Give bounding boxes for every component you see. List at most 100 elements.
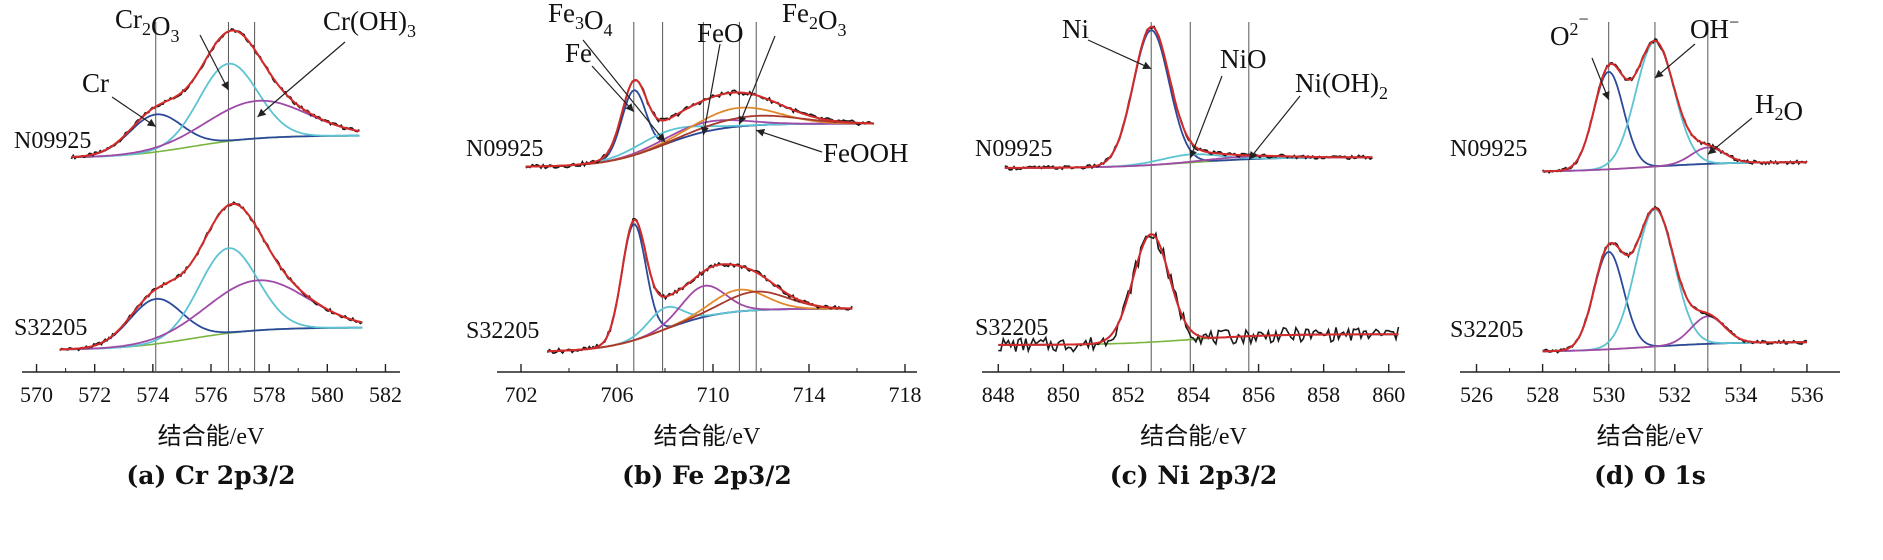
component-peak-Fe2O3 <box>547 288 853 353</box>
annotation-arrowhead <box>221 81 229 91</box>
fitted-envelope <box>71 29 360 158</box>
panel-caption: (d) O 1s <box>1594 461 1706 490</box>
peak-label: Ni <box>1062 14 1089 44</box>
peak-label: FeO <box>697 18 744 48</box>
x-tick-label: 858 <box>1307 382 1340 407</box>
component-peak-Ni <box>998 233 1399 346</box>
x-tick-label: 702 <box>505 382 538 407</box>
annotation-arrowhead <box>1189 149 1197 159</box>
annotation-arrow <box>1248 95 1301 161</box>
panel-4: 526 528 530 532 534 536 结合能/eV (d) O 1s N09925 S3… <box>1450 9 1840 490</box>
annotation-arrowhead <box>1142 61 1152 70</box>
peak-label: Ni(OH)2 <box>1295 68 1388 103</box>
annotation-arrow <box>199 34 229 91</box>
x-tick-label: 536 <box>1790 382 1823 407</box>
x-tick-label: 718 <box>889 382 922 407</box>
peak-label: Cr <box>82 68 109 98</box>
background-line <box>525 122 874 168</box>
x-tick-label: 532 <box>1658 382 1691 407</box>
x-tick-label: 530 <box>1592 382 1625 407</box>
x-axis-label: 结合能/eV <box>158 423 265 450</box>
component-peak-Ni <box>1004 29 1373 169</box>
x-tick-label: 856 <box>1242 382 1275 407</box>
annotation-arrow <box>1707 117 1753 155</box>
annotation-arrowhead <box>1707 146 1717 155</box>
component-peak-Fe3O4 <box>525 122 874 168</box>
x-tick-label: 854 <box>1177 382 1210 407</box>
x-tick-label: 850 <box>1047 382 1080 407</box>
x-tick-label: 710 <box>697 382 730 407</box>
x-tick-label: 526 <box>1460 382 1493 407</box>
x-tick-label: 572 <box>78 382 111 407</box>
panel-3: 848 850 852 854 856 858 860 结合能/eV (c) Ni 2p3/2 N… <box>975 14 1405 490</box>
fitted-envelope <box>998 233 1399 346</box>
x-tick-label: 534 <box>1724 382 1757 407</box>
x-axis-label: 结合能/eV <box>1597 423 1704 450</box>
annotation-arrow <box>702 43 721 136</box>
x-tick-label: 580 <box>311 382 344 407</box>
x-tick-label: 574 <box>136 382 169 407</box>
x-tick-label: 848 <box>982 382 1015 407</box>
x-tick-label: 860 <box>1372 382 1405 407</box>
peak-label: FeOOH <box>823 138 909 168</box>
sample-label: S32205 <box>975 315 1048 341</box>
annotation-arrow <box>756 129 823 153</box>
x-tick-label: 714 <box>793 382 826 407</box>
sample-label: S32205 <box>466 318 539 344</box>
annotation-arrow <box>257 41 346 118</box>
sample-label: N09925 <box>466 136 543 162</box>
component-peak-Cr2O3 <box>59 247 363 351</box>
peak-label: H2O <box>1755 89 1803 126</box>
peak-label: Cr(OH)3 <box>323 6 416 41</box>
annotation-arrowhead <box>656 133 665 142</box>
component-peak-FeOOH <box>547 290 853 353</box>
background-line <box>71 134 360 159</box>
peak-label: Cr2O3 <box>115 4 180 46</box>
peak-label: Fe2O3 <box>782 0 847 40</box>
peak-label: Fe <box>565 38 592 68</box>
x-axis-label: 结合能/eV <box>654 423 761 450</box>
x-tick-label: 576 <box>195 382 228 407</box>
x-tick-label: 528 <box>1526 382 1559 407</box>
fitted-envelope <box>1542 39 1807 173</box>
annotation-arrow <box>738 35 776 125</box>
fitted-envelope <box>547 218 853 353</box>
peak-label: Fe3O4 <box>548 0 613 40</box>
annotation-arrowhead <box>257 108 267 117</box>
annotation-arrowhead <box>738 115 747 125</box>
peak-label: O2− <box>1550 9 1589 51</box>
annotation-arrowhead <box>1654 69 1664 79</box>
annotation-arrow <box>582 39 666 143</box>
sample-label: S32205 <box>14 315 87 341</box>
panel-1: 570 572 574 576 578 580 582 结合能/eV (a) Cr 2p3/2 N… <box>14 4 416 490</box>
x-tick-label: 570 <box>20 382 53 407</box>
sample-label: N09925 <box>975 136 1052 162</box>
x-axis-label: 结合能/eV <box>1140 423 1247 450</box>
fitted-envelope <box>525 78 874 168</box>
annotation-arrow <box>591 65 635 113</box>
measured-spectrum <box>546 217 853 355</box>
annotation-arrow <box>1654 43 1696 79</box>
sample-label: N09925 <box>1450 136 1527 162</box>
sample-label: S32205 <box>1450 317 1523 343</box>
panel-2: 702 706 710 714 718 结合能/eV (b) Fe 2p3/2 N09925 S… <box>466 0 922 490</box>
annotation-arrowhead <box>1602 90 1610 100</box>
x-tick-label: 582 <box>369 382 402 407</box>
x-tick-label: 706 <box>601 382 634 407</box>
annotation-arrowhead <box>625 103 634 112</box>
x-tick-label: 852 <box>1112 382 1145 407</box>
sample-label: N09925 <box>14 128 91 154</box>
component-peak-Fe2O3 <box>525 106 874 168</box>
annotation-arrow <box>111 96 157 128</box>
annotation-arrowhead <box>146 118 156 127</box>
fitted-envelope <box>1004 25 1373 169</box>
annotation-arrowhead <box>700 126 709 136</box>
panel-caption: (b) Fe 2p3/2 <box>622 461 792 490</box>
annotation-arrowhead <box>1248 150 1257 160</box>
annotation-arrow <box>1087 39 1152 70</box>
panel-caption: (c) Ni 2p3/2 <box>1110 461 1277 490</box>
annotation-arrowhead <box>756 128 766 137</box>
panel-caption: (a) Cr 2p3/2 <box>126 461 295 490</box>
fitted-envelope <box>59 202 363 351</box>
